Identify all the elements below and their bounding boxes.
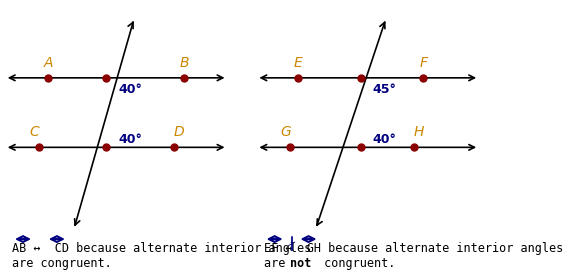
- Text: G: G: [280, 125, 291, 139]
- Text: EF ↔  GH because alternate interior angles: EF ↔ GH because alternate interior angle…: [264, 242, 563, 255]
- Text: are: are: [264, 257, 292, 270]
- Text: ∤: ∤: [288, 236, 295, 251]
- Text: E: E: [293, 56, 302, 70]
- Text: H: H: [413, 125, 424, 139]
- Text: B: B: [179, 56, 189, 70]
- Text: AB ↔  CD because alternate interior angles: AB ↔ CD because alternate interior angle…: [12, 242, 312, 255]
- Text: congruent.: congruent.: [317, 257, 395, 270]
- Text: A: A: [43, 56, 53, 70]
- Text: 40°: 40°: [373, 133, 397, 146]
- Text: 40°: 40°: [119, 83, 142, 96]
- Text: F: F: [419, 56, 427, 70]
- Text: 45°: 45°: [373, 83, 397, 96]
- Text: C: C: [29, 125, 39, 139]
- Text: D: D: [174, 125, 184, 139]
- Text: 40°: 40°: [119, 133, 142, 146]
- Text: not: not: [290, 257, 312, 270]
- Text: are congruent.: are congruent.: [12, 257, 112, 270]
